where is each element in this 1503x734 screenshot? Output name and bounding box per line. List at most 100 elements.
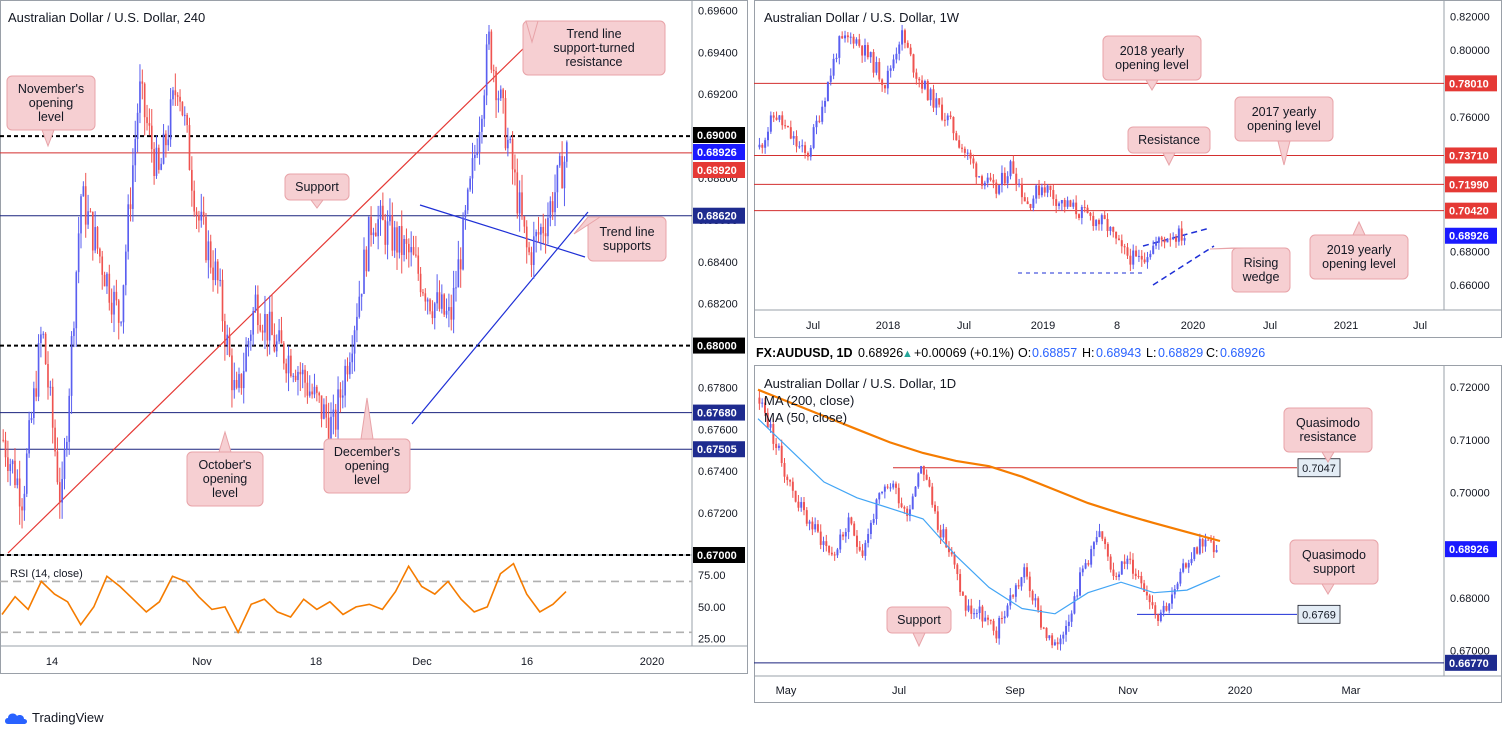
weekly-candle [761,144,764,148]
daily-candle [763,402,766,413]
daily-candle [803,502,805,511]
daily-annotation: Support [886,606,952,648]
daily-candle [867,533,870,543]
h4-candle [327,417,330,442]
daily-candle [931,486,934,505]
h4-candle [129,204,132,209]
daily-candle [800,502,803,508]
h4-annotation-box [522,20,666,76]
daily-candle [922,466,925,475]
daily-candle [1148,595,1151,603]
daily-candle [903,507,906,509]
tradingview-logo[interactable]: TradingView [4,710,104,725]
weekly-candle [1083,207,1086,209]
weekly-annotation-text: opening level [1247,119,1321,133]
h4-candle [502,89,504,99]
daily-candle [766,412,769,428]
daily-candle [1159,612,1162,621]
weekly-candle [892,59,895,69]
h4-price-tag-label: 0.67000 [697,550,737,562]
h4-candle [160,163,163,170]
h4-candle [488,31,490,45]
daily-candle [883,486,886,492]
low-label: L: [1146,346,1156,360]
h4-annotation-text: Trend line [599,225,654,239]
daily-x-tick: Sep [1005,685,1025,697]
h4-candle [299,371,302,375]
daily-candle [925,474,928,480]
daily-annotation-pointer [912,632,926,648]
h4-candle [403,239,405,255]
daily-candle [1168,603,1171,611]
weekly-x-tick: 2021 [1334,320,1358,332]
h4-candle [391,215,394,251]
h4-candle [379,205,382,220]
weekly-candle [795,136,798,147]
h4-candle [367,216,370,272]
h4-candle [252,311,254,335]
rsi-y-tick: 50.00 [698,602,726,614]
h4-candle [7,457,9,472]
daily-candle [875,499,878,520]
weekly-candle [786,125,789,128]
h4-candle [40,334,42,344]
weekly-candle [918,78,921,81]
daily-candle [1154,605,1157,615]
weekly-chart-pane[interactable]: 0.82000 0.80000 0.76000 0.68000 0.66000 Jul 2… [754,0,1502,338]
weekly-candle [955,133,958,141]
weekly-candle [815,120,818,128]
daily-candle [961,592,964,596]
h4-candle [54,427,56,452]
daily-candle [828,546,831,553]
weekly-candle [775,117,778,120]
daily-level-label: 0.6769 [1302,609,1336,621]
weekly-annotation-text: Rising [1244,256,1279,270]
weekly-price-tag [1445,147,1497,164]
h4-candle [457,259,460,288]
rsi-pane[interactable]: 75.00 50.00 25.00 RSI (14, close) [0,562,726,646]
weekly-candle [801,145,804,147]
h4-candle [212,267,214,281]
daily-chart-pane[interactable]: 0.72000 0.71000 0.70000 0.68000 0.67000 May J… [754,365,1502,703]
daily-candle [889,487,892,489]
daily-candle [836,549,839,556]
daily-candle [920,466,923,474]
weekly-candle [764,140,767,148]
h4-candle [417,255,420,274]
daily-candle [1112,569,1115,577]
weekly-annotation-text: wedge [1242,270,1280,284]
h4-candle [551,201,554,213]
daily-y-tick: 0.71000 [1450,435,1490,447]
h4-candle [280,330,283,344]
h4-candle [186,114,188,126]
weekly-candle [1132,250,1135,265]
weekly-candle [958,140,961,148]
h4-candle [558,156,561,166]
weekly-candle [864,45,866,56]
daily-annotation-text: resistance [1300,430,1357,444]
h4-candle [165,133,167,146]
weekly-candle [1029,204,1032,209]
h4-candle [514,169,516,173]
h4-candle [235,380,238,388]
weekly-candle [1112,226,1115,232]
daily-candle [791,481,794,491]
daily-level-label: 0.7047 [1302,463,1336,475]
h4-candle [181,101,184,116]
weekly-annotation-pointer [1352,220,1366,236]
h4-candle [266,314,269,341]
weekly-candle [1072,202,1075,207]
daily-candle [833,554,836,556]
daily-candle [794,490,797,502]
h4-chart-pane[interactable]: 0.696000.694000.692000.688000.686000.684… [0,0,748,674]
h4-candle [308,391,311,396]
daily-candle [1012,595,1015,597]
h4-candle [499,89,502,99]
daily-x-tick: 2020 [1228,685,1252,697]
weekly-candle [921,80,924,89]
h4-candle [115,291,118,301]
h4-candle [386,221,389,245]
weekly-candle [781,115,784,126]
